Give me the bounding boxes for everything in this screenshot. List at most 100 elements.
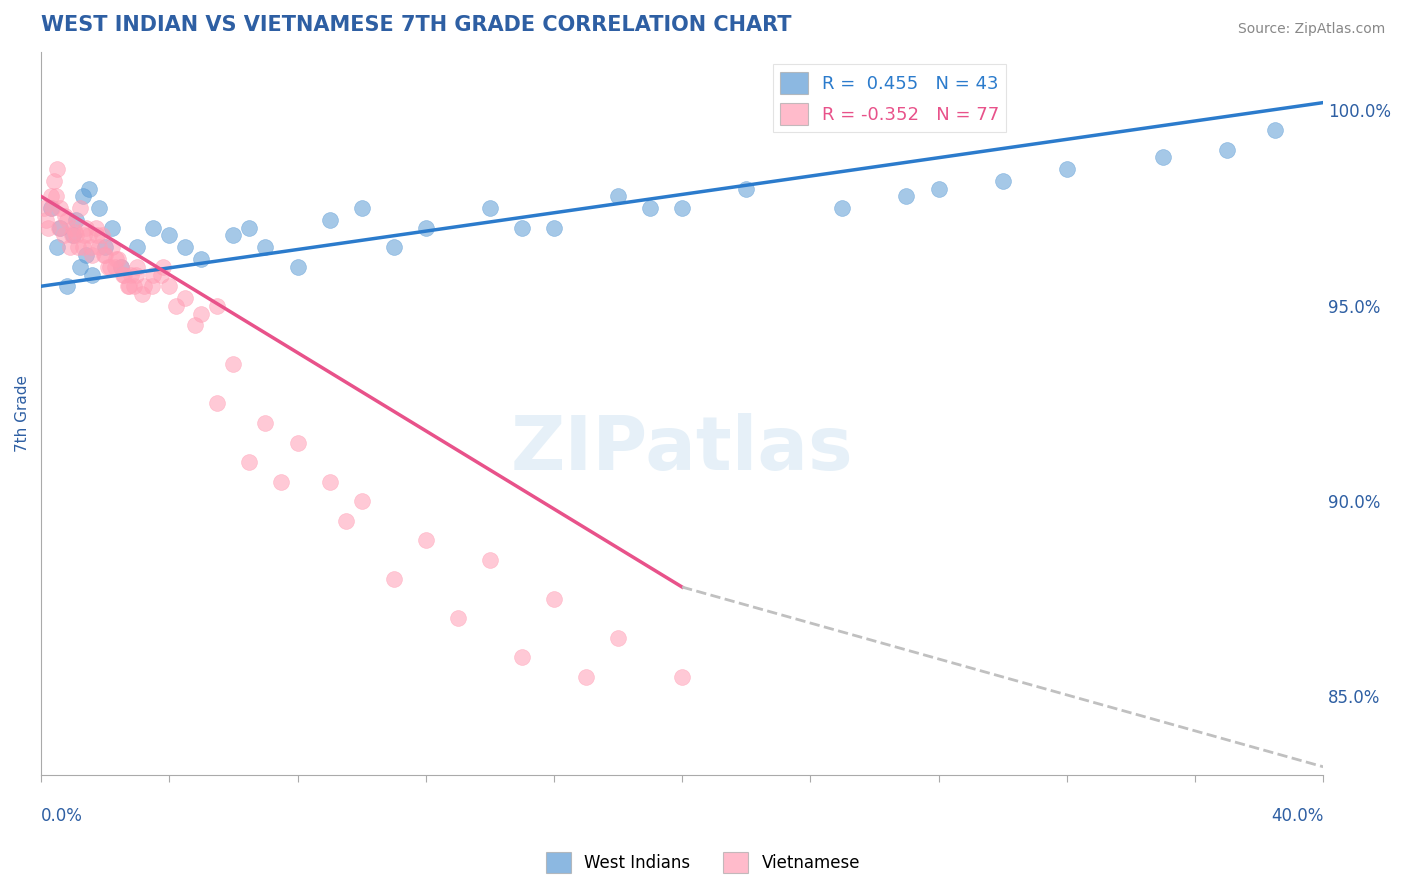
Point [335,514,357,528]
Point [48,220,70,235]
Point [141,279,163,293]
Point [111,268,134,282]
Point [165,299,187,313]
Text: WEST INDIAN VS VIETNAMESE 7TH GRADE CORRELATION CHART: WEST INDIAN VS VIETNAMESE 7TH GRADE CORR… [41,15,792,35]
Point [238,220,260,235]
Point [75,248,97,262]
Point [127,260,149,274]
Point [190,252,212,266]
Point [46,240,69,254]
Point [1264,123,1286,137]
Point [122,279,145,293]
Point [222,357,245,371]
Point [157,228,180,243]
Point [510,650,533,665]
Point [87,240,110,254]
Point [318,212,340,227]
Point [382,572,405,586]
Point [94,248,117,262]
Point [82,248,104,262]
Point [41,201,63,215]
Point [270,475,292,489]
Legend: West Indians, Vietnamese: West Indians, Vietnamese [538,846,868,880]
Point [350,201,373,215]
Point [69,201,91,215]
Point [104,260,127,274]
Text: Source: ZipAtlas.com: Source: ZipAtlas.com [1237,22,1385,37]
Point [62,220,84,235]
Point [174,291,197,305]
Point [150,268,173,282]
Point [287,435,309,450]
Point [120,268,142,282]
Point [478,201,501,215]
Point [42,174,65,188]
Point [49,220,72,235]
Point [110,260,132,274]
Point [44,189,66,203]
Point [39,189,62,203]
Point [49,201,72,215]
Point [34,201,56,215]
Point [318,475,340,489]
Point [80,240,103,254]
Point [82,268,104,282]
Point [65,212,87,227]
Point [55,279,77,293]
Point [350,494,373,508]
Point [928,181,950,195]
Point [447,611,470,625]
Point [142,220,165,235]
Point [53,209,76,223]
Point [607,189,630,203]
Point [671,670,693,684]
Point [72,189,94,203]
Point [831,201,853,215]
Point [87,201,110,215]
Point [77,228,100,243]
Point [94,240,117,254]
Text: 0.0%: 0.0% [41,807,83,825]
Point [86,228,108,243]
Point [118,279,141,293]
Point [75,220,97,235]
Point [543,591,565,606]
Point [735,181,758,195]
Point [124,268,146,282]
Point [238,455,260,469]
Point [93,248,115,262]
Point [55,212,77,227]
Point [105,252,128,266]
Point [63,225,86,239]
Point [37,220,59,235]
Point [66,240,89,254]
Text: 40.0%: 40.0% [1271,807,1323,825]
Point [190,307,212,321]
Point [100,220,122,235]
Point [77,181,100,195]
Point [638,201,661,215]
Point [543,220,565,235]
Point [97,260,120,274]
Point [1056,162,1078,177]
Point [510,220,533,235]
Point [62,228,84,243]
Text: ZIPatlas: ZIPatlas [510,413,853,486]
Point [35,212,58,227]
Point [254,416,277,430]
Point [254,240,277,254]
Point [157,279,180,293]
Point [575,670,598,684]
Point [415,533,437,548]
Point [98,260,121,274]
Point [152,260,174,274]
Point [478,552,501,566]
Point [84,220,107,235]
Point [59,240,82,254]
Point [207,396,229,410]
Point [896,189,918,203]
Point [1216,143,1239,157]
Point [222,228,245,243]
Point [60,228,83,243]
Legend: R =  0.455   N = 43, R = -0.352   N = 77: R = 0.455 N = 43, R = -0.352 N = 77 [773,64,1007,132]
